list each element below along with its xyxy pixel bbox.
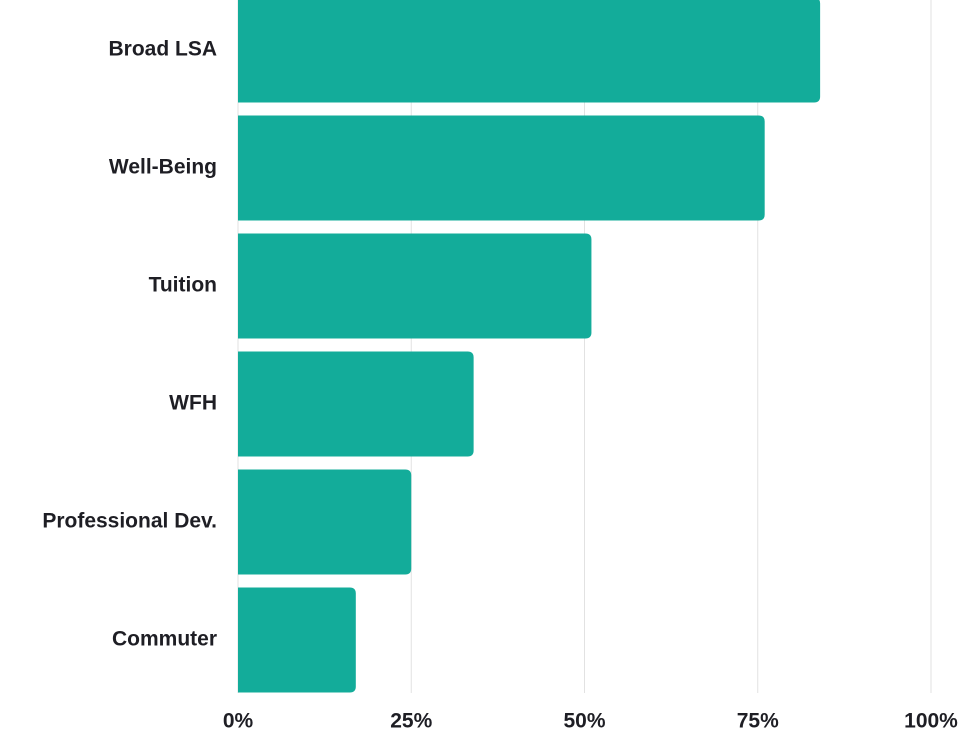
y-tick-label: WFH [169, 392, 217, 415]
bar [238, 351, 474, 457]
x-tick-label: 75% [737, 710, 779, 733]
y-tick-label: Professional Dev. [42, 510, 217, 533]
bar [238, 233, 592, 339]
bar [238, 115, 765, 221]
bar [238, 587, 356, 693]
y-tick-label: Well-Being [109, 156, 217, 179]
y-tick-label: Commuter [112, 628, 217, 651]
x-tick-label: 25% [390, 710, 432, 733]
bar [238, 469, 412, 575]
x-tick-label: 0% [223, 710, 254, 733]
y-tick-label: Tuition [149, 274, 217, 297]
x-tick-label: 100% [904, 710, 958, 733]
y-tick-label: Broad LSA [108, 38, 217, 61]
x-tick-label: 50% [563, 710, 605, 733]
bar [238, 0, 821, 103]
